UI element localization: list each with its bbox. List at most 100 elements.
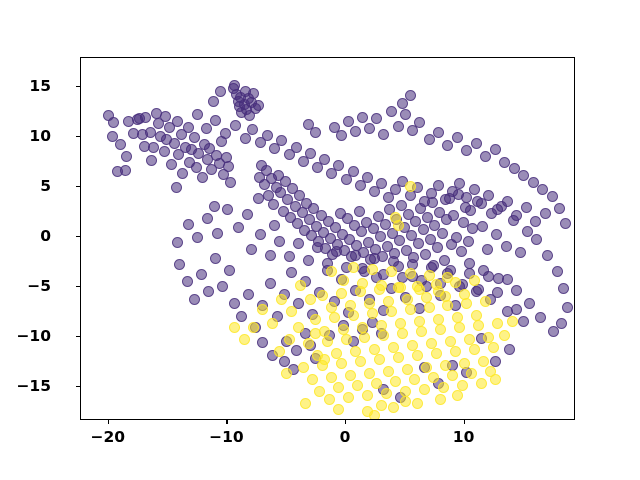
scatter-point (368, 185, 380, 197)
scatter-point (386, 227, 398, 239)
scatter-point (266, 317, 278, 329)
scatter-point (290, 141, 302, 153)
scatter-point (524, 297, 536, 309)
scatter-point (366, 307, 378, 319)
scatter-point (376, 319, 388, 331)
scatter-point (145, 154, 157, 166)
x-tick-mark (226, 420, 228, 424)
scatter-point (411, 397, 423, 409)
scatter-point (511, 303, 523, 315)
scatter-point (312, 241, 324, 253)
scatter-point (421, 361, 433, 373)
scatter-point (501, 195, 513, 207)
scatter-point (289, 200, 301, 212)
scatter-point (272, 169, 284, 181)
scatter-point (258, 178, 270, 190)
scatter-point (390, 375, 402, 387)
scatter-point (390, 211, 402, 223)
scatter-point (302, 118, 314, 130)
scatter-point (335, 129, 347, 141)
scatter-point (537, 183, 549, 195)
scatter-point (371, 112, 383, 124)
scatter-point (159, 145, 171, 157)
scatter-point (297, 361, 309, 373)
scatter-point (412, 237, 424, 249)
scatter-point (404, 89, 416, 101)
scatter-point (475, 197, 487, 209)
scatter-point (449, 276, 461, 288)
scatter-point (387, 255, 399, 267)
scatter-point (416, 325, 428, 337)
scatter-point (409, 373, 421, 385)
scatter-point (480, 295, 492, 307)
scatter-point (499, 156, 511, 168)
x-tick-label: −20 (90, 428, 126, 446)
scatter-point (302, 337, 314, 349)
x-tick-label: 0 (339, 428, 351, 446)
scatter-point (438, 254, 450, 266)
scatter-point (278, 355, 290, 367)
scatter-point (293, 297, 305, 309)
scatter-point (210, 114, 222, 126)
scatter-point (514, 246, 526, 258)
scatter-point (353, 205, 365, 217)
scatter-point (367, 222, 379, 234)
scatter-point (119, 164, 131, 176)
x-tick-mark (463, 420, 465, 424)
scatter-point (482, 331, 494, 343)
scatter-point (385, 305, 397, 317)
scatter-point (300, 397, 312, 409)
scatter-point (323, 393, 335, 405)
scatter-point (170, 181, 182, 193)
scatter-point (182, 121, 194, 133)
scatter-point (309, 126, 321, 138)
scatter-point (518, 169, 530, 181)
scatter-point (491, 228, 503, 240)
scatter-point (295, 279, 307, 291)
scatter-point (371, 377, 383, 389)
scatter-point (297, 155, 309, 167)
scatter-point (530, 215, 542, 227)
scatter-point (387, 341, 399, 353)
scatter-point (364, 297, 376, 309)
scatter-point (414, 315, 426, 327)
scatter-point (193, 147, 205, 159)
scatter-point (243, 288, 255, 300)
scatter-point (417, 223, 429, 235)
scatter-point (246, 123, 258, 135)
scatter-point (368, 343, 380, 355)
scatter-point (168, 137, 180, 149)
scatter-point (349, 345, 361, 357)
scatter-point (418, 383, 430, 395)
scatter-points-layer (81, 58, 574, 419)
scatter-point (347, 261, 359, 273)
scatter-point (232, 221, 244, 233)
y-tick-label: 15 (29, 77, 51, 95)
scatter-point (221, 203, 233, 215)
scatter-point (173, 148, 185, 160)
scatter-point (354, 355, 366, 367)
scatter-point (489, 143, 501, 155)
scatter-point (283, 333, 295, 345)
scatter-point (175, 128, 187, 140)
scatter-point (433, 126, 444, 138)
scatter-point (454, 321, 466, 333)
scatter-point (454, 177, 466, 189)
scatter-point (264, 249, 276, 261)
scatter-point (548, 325, 560, 337)
scatter-point (338, 323, 350, 335)
y-tick-label: −15 (16, 377, 51, 395)
scatter-point (172, 236, 184, 248)
scatter-point (476, 220, 488, 232)
scatter-point (374, 230, 386, 242)
scatter-point (535, 311, 546, 323)
scatter-point (448, 209, 460, 221)
scatter-point (326, 301, 338, 313)
scatter-point (508, 162, 520, 174)
scatter-point (556, 317, 568, 329)
scatter-point (462, 235, 474, 247)
scatter-point (229, 297, 241, 309)
scatter-point (399, 395, 411, 407)
scatter-point (383, 365, 395, 377)
scatter-point (252, 99, 264, 111)
